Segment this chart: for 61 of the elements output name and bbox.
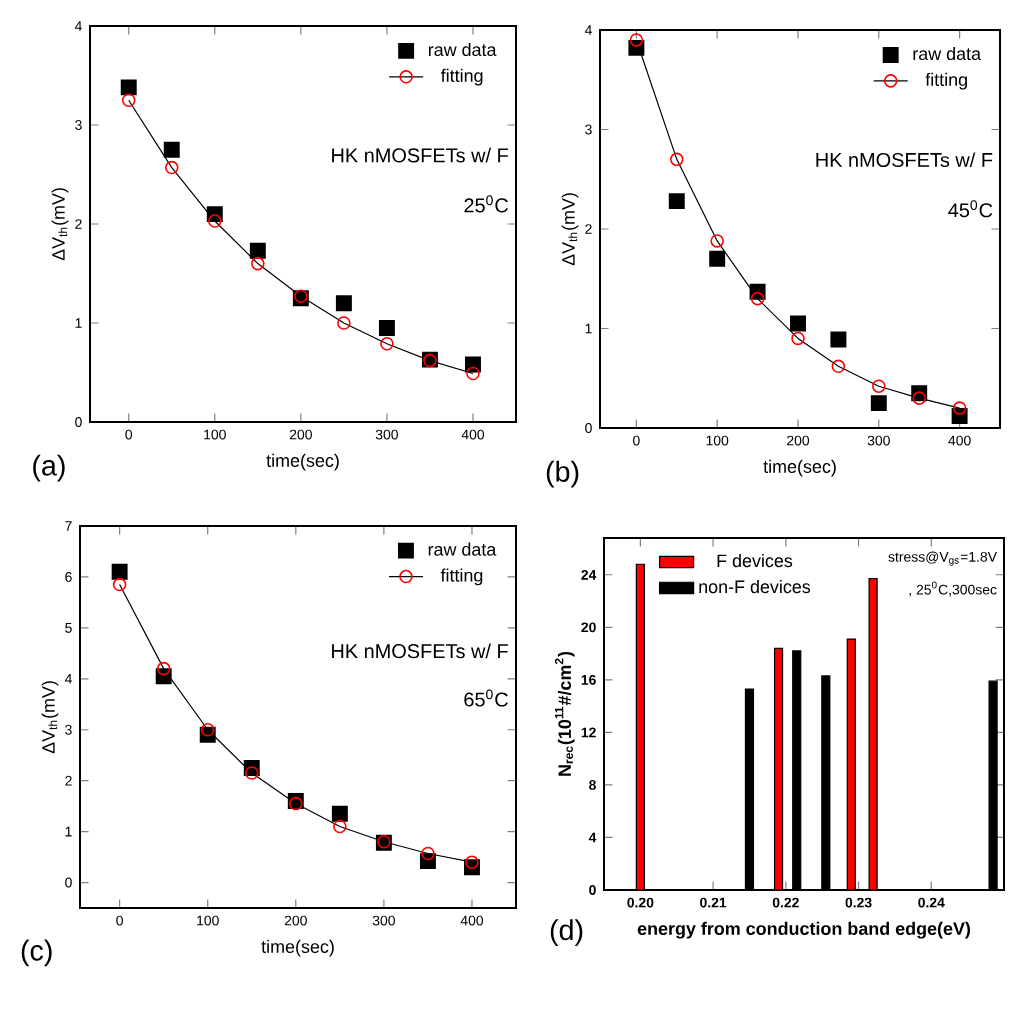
- point: [670, 152, 684, 167]
- y-axis-title: ΔV$_{th}$(mV): [561, 193, 579, 266]
- text: (d): [550, 919, 583, 946]
- point: [111, 563, 128, 580]
- point: [335, 295, 352, 312]
- text: (b): [546, 460, 579, 488]
- text: (c): [21, 939, 52, 967]
- legend-label: fitting: [440, 568, 483, 586]
- point: [790, 315, 806, 332]
- point: [912, 391, 926, 405]
- point: [164, 160, 179, 175]
- y-axis-title: N$_{rec}$(10$^{11}$#/cm$^{2}$): [554, 651, 575, 776]
- point: [380, 337, 394, 351]
- point: [830, 331, 847, 348]
- point: [831, 359, 846, 374]
- legend-label: raw data: [428, 542, 497, 556]
- point: [378, 319, 395, 336]
- legend-label: fitting: [925, 72, 967, 90]
- point: [872, 379, 886, 393]
- x-axis-title: time(sec): [261, 939, 334, 957]
- x-axis-title: time(sec): [266, 453, 339, 471]
- point: [249, 242, 266, 259]
- point: [331, 805, 348, 822]
- point: [112, 577, 127, 592]
- point: [870, 395, 887, 412]
- point: [465, 855, 479, 869]
- text: (a): [33, 454, 65, 482]
- y-axis-title: ΔV$_{th}$(mV): [51, 188, 69, 261]
- x-axis-title: energy from conduction band edge(eV): [637, 921, 971, 939]
- point: [244, 766, 259, 780]
- point: [163, 141, 180, 158]
- legend-label: raw data: [428, 42, 497, 57]
- point: [156, 661, 171, 676]
- point: [333, 819, 347, 834]
- point: [200, 722, 215, 737]
- legend-label: fitting: [440, 68, 483, 86]
- point: [120, 79, 137, 96]
- annotation: HK nMOSFETs w/ F: [332, 643, 508, 659]
- point: [709, 250, 726, 267]
- annotation: HK nMOSFETs w/ F: [332, 147, 508, 163]
- point: [121, 93, 136, 108]
- legend-label: F devices: [717, 553, 793, 568]
- point: [629, 33, 644, 47]
- point: [208, 214, 222, 228]
- legend-label: raw data: [913, 46, 982, 61]
- point: [791, 331, 805, 346]
- annotation: 65$^{0}$C: [464, 689, 508, 707]
- point: [421, 846, 435, 861]
- point: [466, 366, 480, 381]
- legend-label: non-F devices: [699, 579, 811, 594]
- annotation: HK nMOSFETs w/ F: [816, 152, 993, 168]
- point: [952, 401, 967, 415]
- point: [251, 256, 265, 271]
- x-axis-title: time(sec): [763, 459, 836, 477]
- annotation: 45$^{0}$C: [948, 200, 993, 218]
- annotation: 25$^{0}$C: [464, 195, 508, 213]
- point: [750, 291, 765, 306]
- point: [710, 234, 724, 248]
- point: [668, 193, 685, 210]
- y-axis-title: ΔV$_{th}$(mV): [41, 681, 59, 754]
- point: [337, 316, 351, 330]
